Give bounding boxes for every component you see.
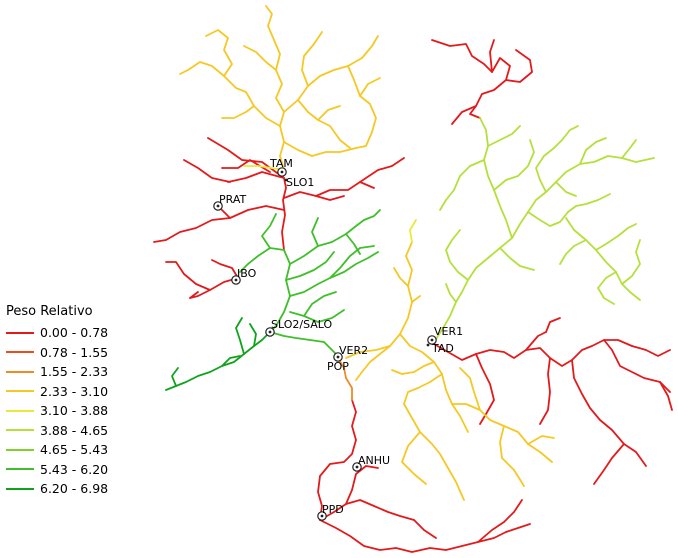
station-prat: PRAT xyxy=(213,193,247,211)
legend-swatch xyxy=(6,390,34,393)
station-label-slo1: SLO1 xyxy=(286,176,314,189)
legend-swatch xyxy=(6,351,34,354)
station-label-ibo: IBO xyxy=(237,267,257,280)
station-tam: TAM xyxy=(269,157,293,177)
station-label-ver1: VER1 xyxy=(434,325,463,338)
station-markers: TAM SLO1 PRAT IBO SLO2/SALO VER2 POP xyxy=(213,157,463,521)
legend-item: 2.33 - 3.10 xyxy=(6,382,176,402)
station-label-prat: PRAT xyxy=(219,193,247,206)
legend-item: 1.55 - 2.33 xyxy=(6,362,176,382)
legend-label: 4.65 - 5.43 xyxy=(40,442,109,458)
map-legend: Peso Relativo 0.00 - 0.78 0.78 - 1.55 1.55… xyxy=(6,304,176,499)
rivers-lightyellow xyxy=(243,165,417,243)
legend-swatch xyxy=(6,409,34,412)
legend-swatch xyxy=(6,331,34,334)
legend-swatch xyxy=(6,448,34,451)
station-label-pop: POP xyxy=(327,360,349,373)
rivers-yellow xyxy=(179,5,555,501)
legend-item: 6.20 - 6.98 xyxy=(6,479,176,499)
station-slo1: SLO1 xyxy=(284,176,314,189)
rivers-yellowgreen xyxy=(433,117,655,343)
legend-title: Peso Relativo xyxy=(6,304,93,319)
station-pop: POP xyxy=(327,360,349,373)
station-label-ppd: PPD xyxy=(322,503,344,516)
legend-item: 3.10 - 3.88 xyxy=(6,401,176,421)
legend-item: 3.88 - 4.65 xyxy=(6,421,176,441)
rivers-orange xyxy=(337,357,353,401)
rivers-red xyxy=(153,39,673,553)
legend-label: 0.78 - 1.55 xyxy=(40,344,109,360)
station-ver2: VER2 xyxy=(333,344,368,362)
legend-label: 1.55 - 2.33 xyxy=(40,364,109,380)
legend-item: 4.65 - 5.43 xyxy=(6,440,176,460)
legend-label: 6.20 - 6.98 xyxy=(40,481,109,497)
station-ibo: IBO xyxy=(231,267,257,285)
station-label-ver2: VER2 xyxy=(339,344,368,357)
legend-swatch xyxy=(6,370,34,373)
station-label-tad: TAD xyxy=(431,342,454,355)
rivers-green xyxy=(239,209,381,357)
station-tad: TAD xyxy=(426,342,454,355)
station-label-tam: TAM xyxy=(269,157,293,170)
station-anhu: ANHU xyxy=(352,454,390,472)
station-ver1: VER1 xyxy=(427,325,463,345)
station-label-slo2-salo: SLO2/SALO xyxy=(271,318,333,331)
station-label-anhu: ANHU xyxy=(358,454,390,467)
legend-label: 0.00 - 0.78 xyxy=(40,325,109,341)
legend-item: 5.43 - 6.20 xyxy=(6,460,176,480)
legend-item: 0.00 - 0.78 xyxy=(6,323,176,343)
legend-swatch xyxy=(6,429,34,432)
legend-swatch xyxy=(6,468,34,471)
legend-label: 2.33 - 3.10 xyxy=(40,383,109,399)
rivers-darkgreen xyxy=(165,317,271,391)
legend-swatch xyxy=(6,487,34,490)
legend-label: 3.10 - 3.88 xyxy=(40,403,109,419)
station-slo2-salo: SLO2/SALO xyxy=(265,318,333,337)
legend-item: 0.78 - 1.55 xyxy=(6,343,176,363)
legend-label: 5.43 - 6.20 xyxy=(40,461,109,477)
station-ppd: PPD xyxy=(317,503,344,521)
legend-rows: 0.00 - 0.78 0.78 - 1.55 1.55 - 2.33 2.33 - … xyxy=(6,323,176,499)
legend-label: 3.88 - 4.65 xyxy=(40,422,109,438)
